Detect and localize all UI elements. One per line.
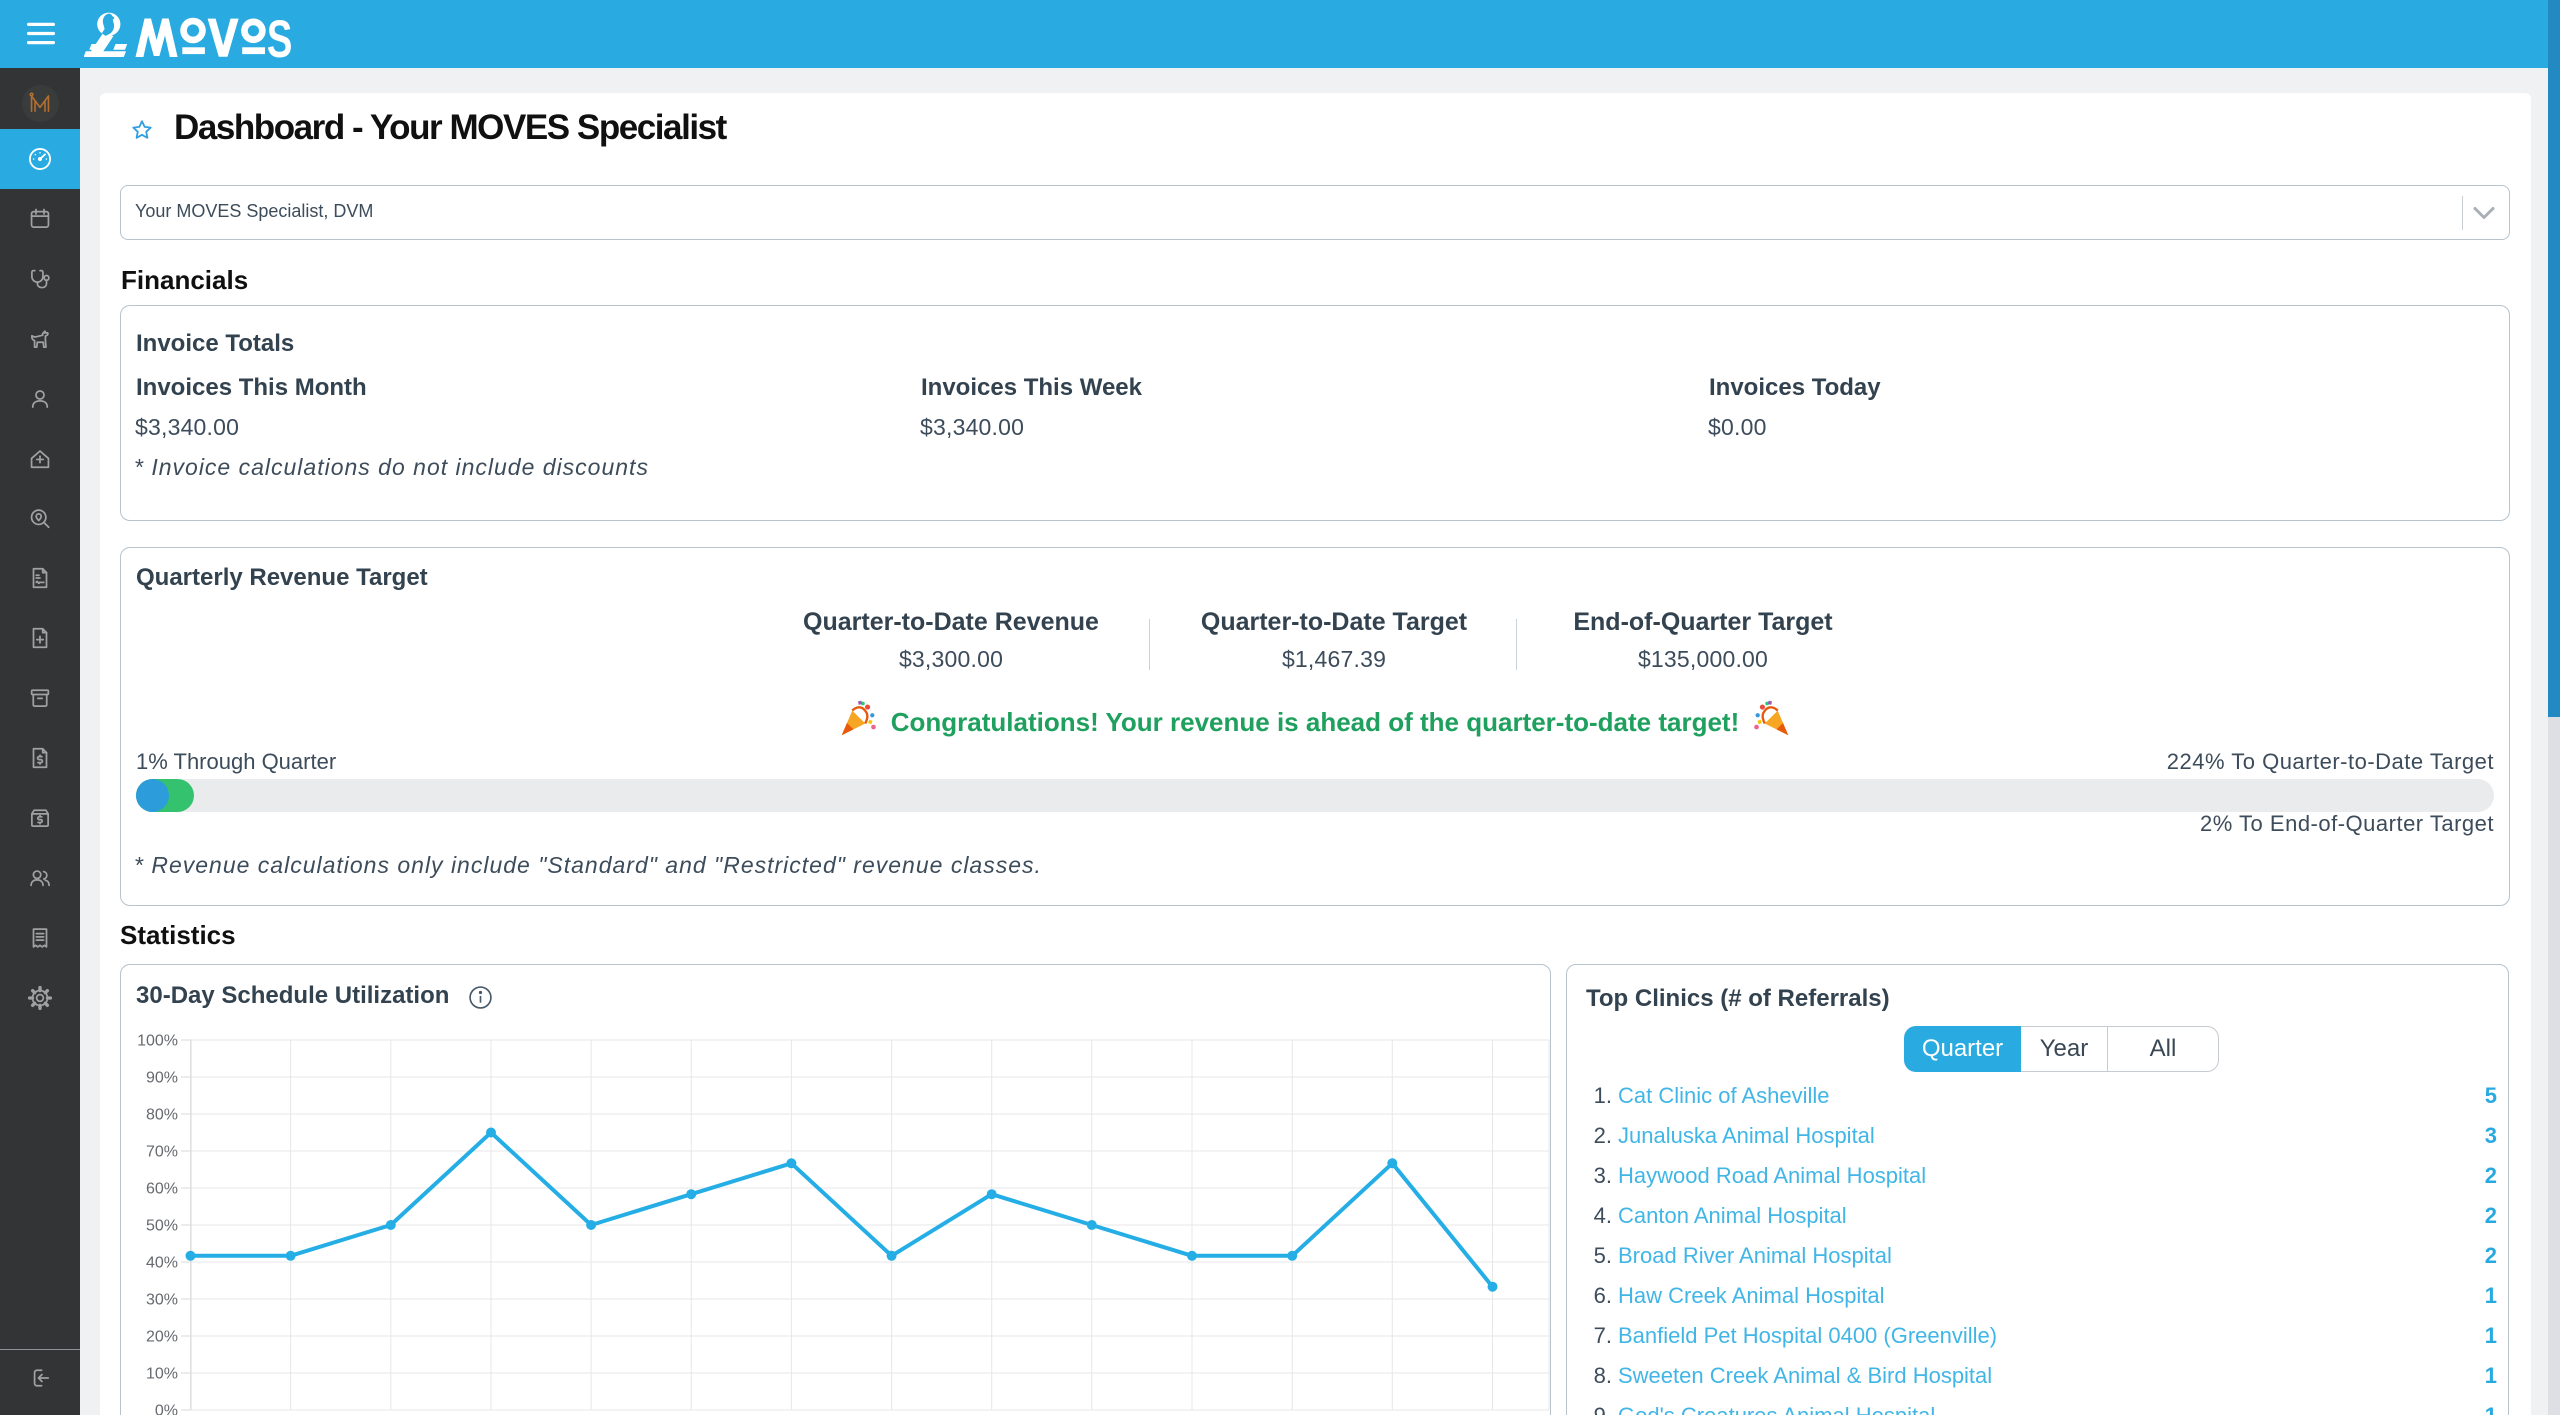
svg-text:70%: 70% (146, 1144, 178, 1161)
svg-text:0%: 0% (155, 1403, 178, 1415)
svg-text:80%: 80% (146, 1107, 178, 1124)
svg-text:90%: 90% (146, 1070, 178, 1087)
svg-text:10%: 10% (146, 1366, 178, 1383)
svg-text:30%: 30% (146, 1292, 178, 1309)
svg-text:40%: 40% (146, 1255, 178, 1272)
svg-text:50%: 50% (146, 1218, 178, 1235)
svg-text:100%: 100% (137, 1033, 178, 1050)
svg-text:20%: 20% (146, 1329, 178, 1346)
svg-text:S: S (267, 10, 293, 66)
svg-text:60%: 60% (146, 1181, 178, 1198)
